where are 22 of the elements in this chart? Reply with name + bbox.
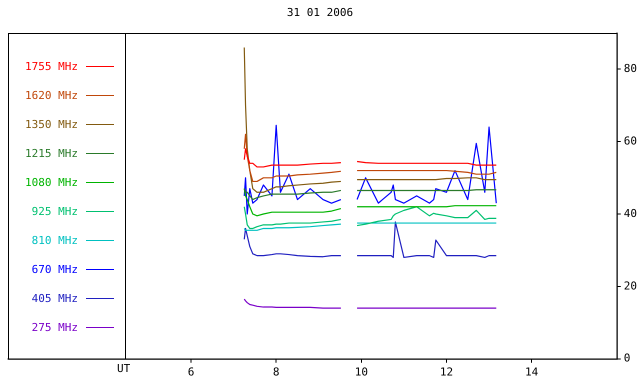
x-tick-label: 10 [354, 365, 368, 378]
x-tick-label: 12 [440, 365, 454, 378]
x-tick-label: 6 [188, 365, 194, 378]
y-tick-label: 60 [624, 134, 638, 148]
y-tick-label: 40 [624, 206, 638, 220]
y-tick-label: 0 [624, 352, 630, 365]
y-tick-label: 80 [624, 62, 638, 76]
legend-label: 1350 MHz [24, 118, 78, 131]
x-axis-title: UT [117, 362, 130, 375]
chart-title: 31 01 2006 [286, 6, 354, 19]
legend-label: 405 MHz [30, 292, 78, 305]
legend-label: 810 MHz [30, 234, 78, 247]
x-tick-label: 14 [524, 365, 539, 378]
legend-label: 925 MHz [30, 205, 78, 218]
legend-label: 1620 MHz [24, 89, 78, 102]
x-tick-label: 8 [272, 365, 280, 378]
y-tick-label: 20 [624, 279, 638, 292]
legend-label: 275 MHz [30, 321, 78, 334]
legend-label: 1080 MHz [24, 176, 78, 189]
legend-label: 1215 MHz [24, 147, 78, 160]
legend-label: 1755 MHz [24, 60, 78, 73]
legend-label: 670 MHz [30, 263, 78, 276]
